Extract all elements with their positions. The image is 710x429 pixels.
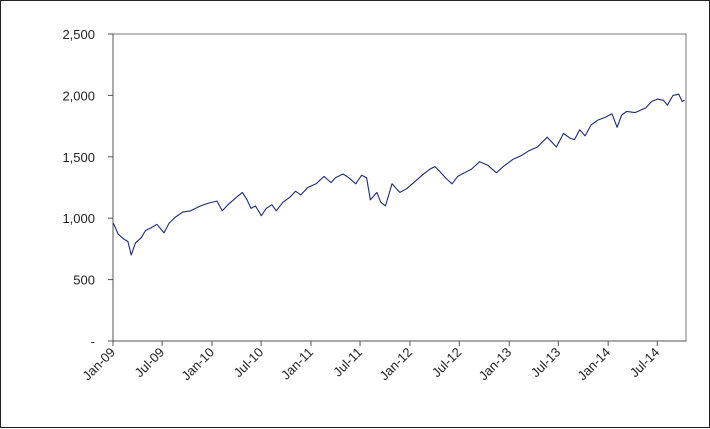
- x-tick-label: Jul-09: [132, 345, 168, 381]
- x-axis: Jan-09 Jul-09 Jan-10 Jul-10 Jan-11 Jul-11 Jan-…: [79, 340, 686, 384]
- x-tick-label: Jan-09: [79, 345, 118, 384]
- x-tick-label: Jul-10: [231, 345, 267, 381]
- series-layer: [112, 93, 685, 256]
- y-tick-label: 2,500: [62, 27, 95, 42]
- x-tick-label: Jul-12: [429, 345, 465, 381]
- x-tick-label: Jul-11: [330, 345, 365, 380]
- x-tick-label: Jan-10: [178, 345, 217, 384]
- y-tick-label: 2,000: [62, 88, 95, 103]
- x-tick-label: Jan-14: [575, 345, 614, 384]
- series-line-0: [112, 93, 685, 256]
- y-tick-label: 500: [73, 273, 95, 288]
- y-tick-label: -: [91, 334, 95, 349]
- x-tick-label: Jan-11: [278, 345, 316, 383]
- y-tick-label: 1,000: [62, 211, 95, 226]
- x-tick-label: Jan-12: [376, 345, 415, 384]
- y-tick-label: 1,500: [62, 150, 95, 165]
- y-axis: - 500 1,000 1,500 2,000 2,500: [62, 27, 114, 349]
- plot-border: [112, 33, 687, 342]
- x-tick-label: Jul-13: [528, 345, 564, 381]
- x-tick-label: Jul-14: [627, 345, 663, 381]
- plot-area: [112, 33, 687, 342]
- x-tick-label: Jan-13: [476, 345, 515, 384]
